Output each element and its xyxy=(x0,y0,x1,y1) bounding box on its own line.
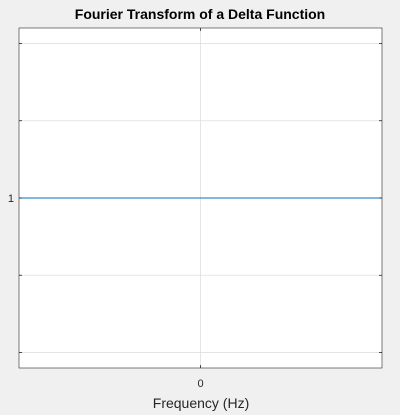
chart-title: Fourier Transform of a Delta Function xyxy=(75,6,325,22)
y-tick-label: 1 xyxy=(8,193,14,205)
tick-layer: 10 xyxy=(8,28,382,390)
x-axis-label: Frequency (Hz) xyxy=(153,395,249,411)
x-tick-label: 0 xyxy=(197,378,203,390)
